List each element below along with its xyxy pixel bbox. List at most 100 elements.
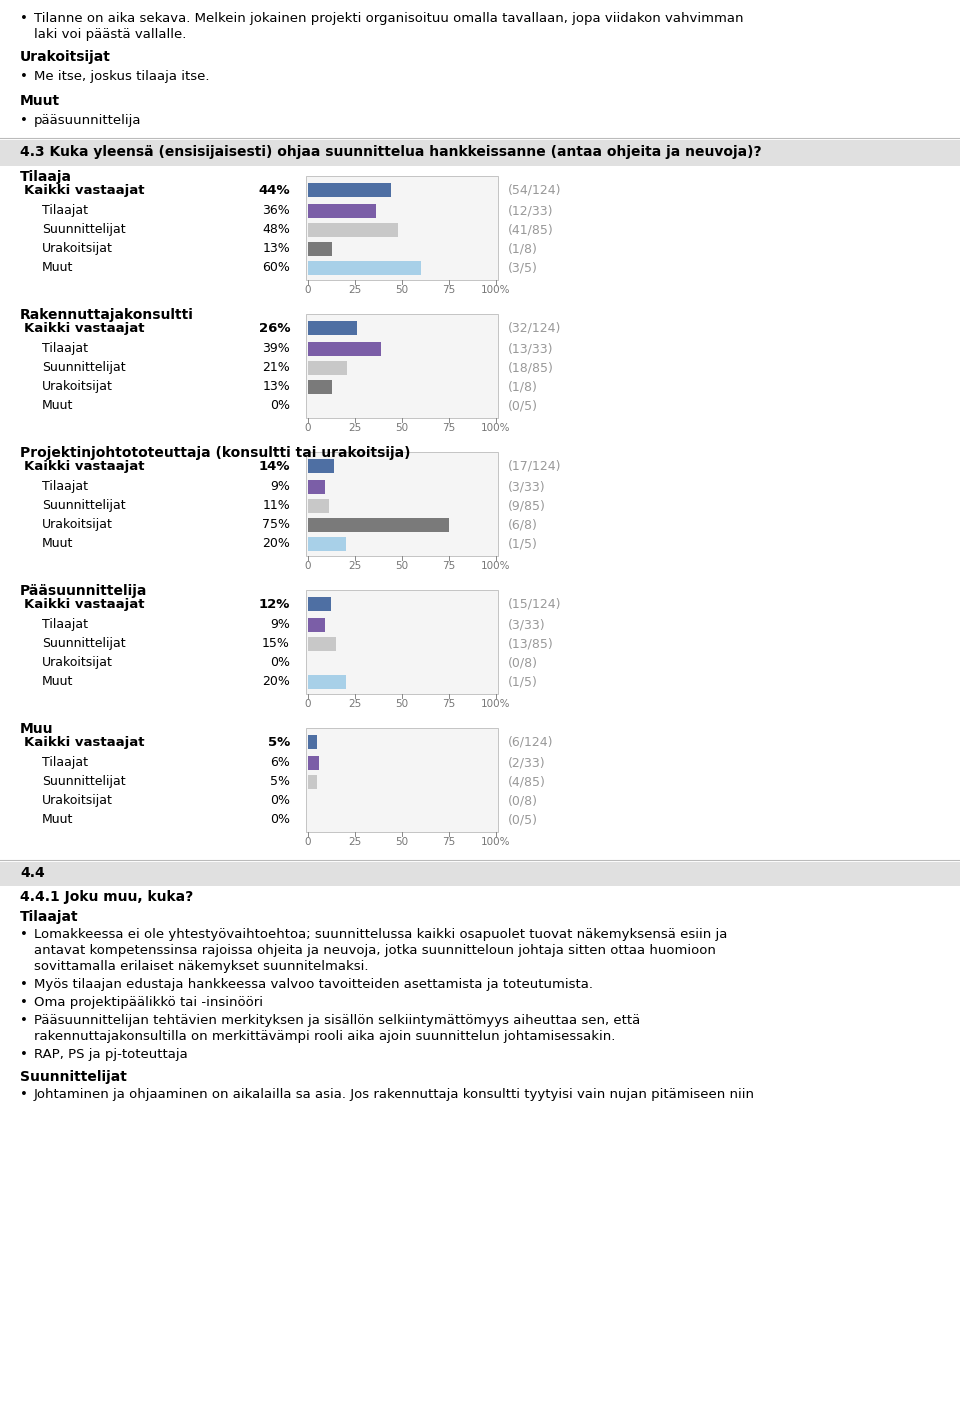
Text: Urakoitsijat: Urakoitsijat: [42, 794, 113, 807]
Text: (9/85): (9/85): [508, 499, 546, 512]
Text: Suunnittelijat: Suunnittelijat: [42, 775, 126, 788]
Bar: [308, 735, 318, 750]
Text: Muut: Muut: [42, 261, 73, 274]
Text: (6/8): (6/8): [508, 519, 538, 532]
Text: (2/33): (2/33): [508, 757, 545, 770]
Text: 13%: 13%: [262, 380, 290, 393]
Text: Kaikki vastaajat: Kaikki vastaajat: [24, 184, 145, 197]
Text: 50: 50: [396, 700, 409, 710]
Bar: [308, 674, 346, 688]
Text: Tilaajat: Tilaajat: [20, 911, 79, 923]
Text: 25: 25: [348, 561, 362, 571]
Bar: [308, 182, 391, 197]
Text: Muut: Muut: [20, 94, 60, 108]
Text: 0: 0: [304, 561, 311, 571]
Text: Kaikki vastaajat: Kaikki vastaajat: [24, 322, 145, 335]
Text: 25: 25: [348, 423, 362, 433]
Text: 0: 0: [304, 423, 311, 433]
Text: Urakoitsijat: Urakoitsijat: [42, 380, 113, 393]
Text: 0: 0: [304, 836, 311, 846]
Text: •: •: [20, 1047, 28, 1062]
Text: 12%: 12%: [258, 597, 290, 610]
Text: 4.3 Kuka yleensä (ensisijaisesti) ohjaa suunnittelua hankkeissanne (antaa ohjeit: 4.3 Kuka yleensä (ensisijaisesti) ohjaa …: [20, 145, 761, 160]
Text: (54/124): (54/124): [508, 184, 562, 197]
Text: 4.4.1 Joku muu, kuka?: 4.4.1 Joku muu, kuka?: [20, 891, 193, 903]
Text: Suunnittelijat: Suunnittelijat: [20, 1070, 127, 1084]
Text: (4/85): (4/85): [508, 775, 546, 788]
Text: (1/8): (1/8): [508, 242, 538, 255]
Text: Kaikki vastaajat: Kaikki vastaajat: [24, 597, 145, 610]
Text: Tilaajat: Tilaajat: [42, 342, 88, 355]
Text: (0/5): (0/5): [508, 399, 538, 412]
Text: 75: 75: [443, 561, 456, 571]
Text: Tilaaja: Tilaaja: [20, 170, 72, 184]
Bar: [308, 222, 398, 237]
Text: 50: 50: [396, 836, 409, 846]
Text: (13/85): (13/85): [508, 637, 554, 650]
Text: rakennuttajakonsultilla on merkittävämpi rooli aika ajoin suunnittelun johtamise: rakennuttajakonsultilla on merkittävämpi…: [34, 1030, 615, 1043]
Text: (13/33): (13/33): [508, 342, 554, 355]
Bar: [308, 617, 324, 631]
Text: Pääsuunnittelijan tehtävien merkityksen ja sisällön selkiintymättömyys aiheuttaa: Pääsuunnittelijan tehtävien merkityksen …: [34, 1015, 640, 1027]
Bar: [306, 590, 498, 694]
Text: 39%: 39%: [262, 342, 290, 355]
Text: •: •: [20, 1089, 28, 1102]
Bar: [308, 379, 332, 393]
Text: (18/85): (18/85): [508, 361, 554, 373]
Bar: [308, 204, 375, 218]
Text: 48%: 48%: [262, 222, 290, 237]
Bar: [0, 140, 960, 165]
Text: Kaikki vastaajat: Kaikki vastaajat: [24, 459, 145, 473]
Text: •: •: [20, 70, 28, 83]
Text: (1/8): (1/8): [508, 380, 538, 393]
Bar: [306, 452, 498, 556]
Text: sovittamalla erilaiset näkemykset suunnitelmaksi.: sovittamalla erilaiset näkemykset suunni…: [34, 960, 369, 973]
Text: (15/124): (15/124): [508, 597, 562, 610]
Text: •: •: [20, 11, 28, 26]
Text: 20%: 20%: [262, 675, 290, 688]
Text: •: •: [20, 928, 28, 941]
Text: 25: 25: [348, 285, 362, 295]
Text: 14%: 14%: [258, 459, 290, 473]
Text: Muut: Muut: [42, 814, 73, 826]
Text: Oma projektipäälikkö tai -insinööri: Oma projektipäälikkö tai -insinööri: [34, 996, 263, 1009]
Text: Muut: Muut: [42, 537, 73, 550]
Text: Tilaajat: Tilaajat: [42, 757, 88, 770]
Text: 9%: 9%: [270, 618, 290, 631]
Text: 25: 25: [348, 836, 362, 846]
Text: Urakoitsijat: Urakoitsijat: [42, 656, 113, 668]
Text: Pääsuunnittelija: Pääsuunnittelija: [20, 584, 148, 598]
Text: (0/8): (0/8): [508, 794, 538, 807]
Text: 25: 25: [348, 700, 362, 710]
Text: laki voi päästä vallalle.: laki voi päästä vallalle.: [34, 28, 186, 41]
Text: Muut: Muut: [42, 399, 73, 412]
Text: pääsuunnittelija: pääsuunnittelija: [34, 114, 141, 127]
Text: 0%: 0%: [270, 794, 290, 807]
Text: (17/124): (17/124): [508, 459, 562, 473]
Text: (41/85): (41/85): [508, 222, 554, 237]
Text: 21%: 21%: [262, 361, 290, 373]
Bar: [308, 261, 420, 275]
Text: •: •: [20, 996, 28, 1009]
Text: (1/5): (1/5): [508, 537, 538, 550]
Bar: [308, 597, 330, 611]
Bar: [308, 517, 449, 532]
Text: 20%: 20%: [262, 537, 290, 550]
Text: •: •: [20, 114, 28, 127]
Bar: [306, 177, 498, 279]
Text: 100%: 100%: [481, 561, 511, 571]
Text: Projektinjohtototeuttaja (konsultti tai urakoitsija): Projektinjohtototeuttaja (konsultti tai …: [20, 446, 411, 460]
Text: Urakoitsijat: Urakoitsijat: [20, 50, 110, 64]
Bar: [308, 775, 318, 788]
Bar: [308, 342, 381, 355]
Bar: [0, 862, 960, 886]
Text: Myös tilaajan edustaja hankkeessa valvoo tavoitteiden asettamista ja toteutumist: Myös tilaajan edustaja hankkeessa valvoo…: [34, 978, 593, 990]
Text: Suunnittelijat: Suunnittelijat: [42, 637, 126, 650]
Text: Suunnittelijat: Suunnittelijat: [42, 222, 126, 237]
Text: (6/124): (6/124): [508, 735, 554, 748]
Text: (3/5): (3/5): [508, 261, 538, 274]
Text: (12/33): (12/33): [508, 204, 554, 217]
Bar: [308, 499, 328, 513]
Text: Urakoitsijat: Urakoitsijat: [42, 242, 113, 255]
Text: 75: 75: [443, 423, 456, 433]
